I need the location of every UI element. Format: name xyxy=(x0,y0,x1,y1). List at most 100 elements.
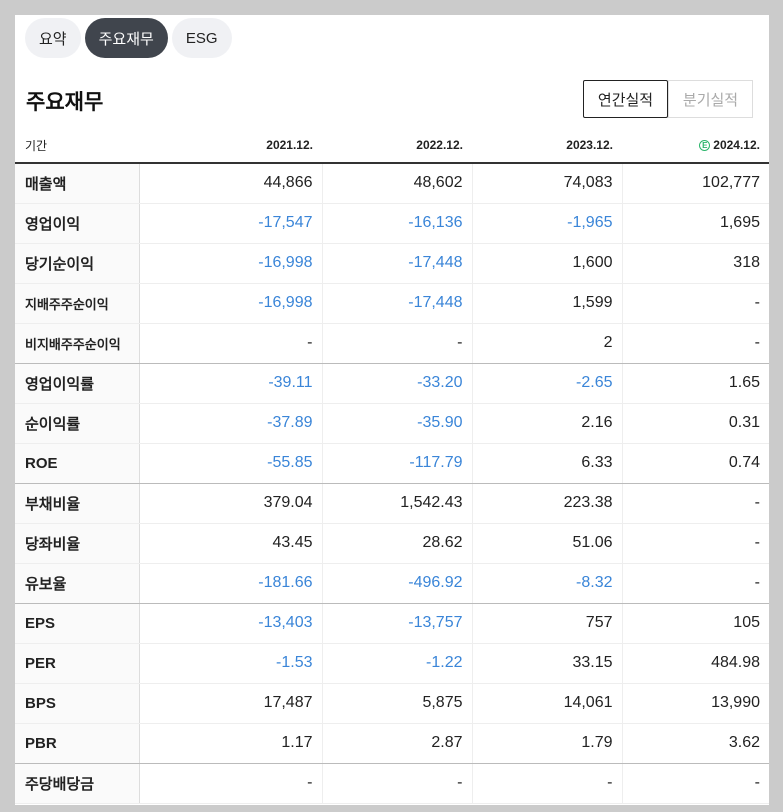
table-cell: -496.92 xyxy=(321,563,472,604)
table-cell: - xyxy=(321,763,472,804)
column-header-label: 2024.12. xyxy=(713,138,760,152)
table-cell: 0.31 xyxy=(621,403,769,444)
row-label: EPS xyxy=(15,603,140,644)
table-cell: 2 xyxy=(471,323,622,364)
column-header: 2022.12. xyxy=(322,128,472,164)
row-label: 유보율 xyxy=(15,563,140,604)
table-cell: 1,542.43 xyxy=(321,483,472,524)
quarterly-button[interactable]: 분기실적 xyxy=(668,80,753,118)
row-label: 순이익률 xyxy=(15,403,140,444)
table-cell: 1,599 xyxy=(471,283,622,324)
table-cell: -16,998 xyxy=(138,283,322,324)
table-row: PER -1.53 -1.22 33.15 484.98 xyxy=(15,643,769,684)
column-header: 2023.12. xyxy=(472,128,622,164)
table-cell: 43.45 xyxy=(138,523,322,564)
row-label: BPS xyxy=(15,683,140,724)
table-cell: - xyxy=(471,763,622,804)
row-label: 주당배당금 xyxy=(15,763,140,804)
table-cell: -1.53 xyxy=(138,643,322,684)
tab-summary[interactable]: 요약 xyxy=(25,18,81,58)
table-cell: 6.33 xyxy=(471,443,622,484)
period-toggle: 연간실적 분기실적 xyxy=(583,80,753,118)
table-cell: - xyxy=(321,323,472,364)
table-cell: - xyxy=(621,763,769,804)
table-cell: 105 xyxy=(621,603,769,644)
table-row: 주당배당금 - - - - xyxy=(15,763,769,804)
row-label: 지배주주순이익 xyxy=(15,283,140,324)
table-row: 지배주주순이익 -16,998 -17,448 1,599- xyxy=(15,283,769,324)
table-cell: 2.16 xyxy=(471,403,622,444)
table-cell: 379.04 xyxy=(138,483,322,524)
table-cell: 1.65 xyxy=(621,363,769,404)
table-cell: - xyxy=(138,763,322,804)
table-row: 매출액 44,866 48,602 74,083 102,777 xyxy=(15,163,769,204)
table-row: 당기순이익 -16,998 -17,448 1,600 318 xyxy=(15,243,769,284)
table-cell: 51.06 xyxy=(471,523,622,564)
table-cell: -35.90 xyxy=(321,403,472,444)
table-cell: - xyxy=(621,523,769,564)
table-cell: 223.38 xyxy=(471,483,622,524)
table-row: 당좌비율 43.45 28.62 51.06- xyxy=(15,523,769,564)
table-cell: 14,061 xyxy=(471,683,622,724)
financials-panel: 요약 주요재무 ESG 주요재무 연간실적 분기실적 기간 2021.12. 2… xyxy=(15,15,769,805)
table-cell: - xyxy=(621,283,769,324)
table-cell: - xyxy=(621,483,769,524)
column-header-estimate: E 2024.12. xyxy=(622,128,769,164)
table-cell: 28.62 xyxy=(321,523,472,564)
table-cell: - xyxy=(138,323,322,364)
table-cell: -33.20 xyxy=(321,363,472,404)
row-label: PER xyxy=(15,643,140,684)
row-label: 당기순이익 xyxy=(15,243,140,284)
table-cell: -16,136 xyxy=(321,203,472,244)
table-cell: 33.15 xyxy=(471,643,622,684)
table-cell: 17,487 xyxy=(138,683,322,724)
table-cell: 757 xyxy=(471,603,622,644)
table-cell: 74,083 xyxy=(471,163,622,204)
table-cell: -39.11 xyxy=(138,363,322,404)
row-label: 영업이익률 xyxy=(15,363,140,404)
table-row: 순이익률 -37.89 -35.90 2.16 0.31 xyxy=(15,403,769,444)
table-cell: 1,695 xyxy=(621,203,769,244)
tab-financials[interactable]: 주요재무 xyxy=(84,18,168,58)
table-cell: -37.89 xyxy=(138,403,322,444)
table-cell: 5,875 xyxy=(321,683,472,724)
table-cell: 484.98 xyxy=(621,643,769,684)
table-cell: 102,777 xyxy=(621,163,769,204)
row-label: 당좌비율 xyxy=(15,523,140,564)
table-cell: -13,403 xyxy=(138,603,322,644)
table-row: 부채비율 379.04 1,542.43 223.38- xyxy=(15,483,769,524)
table-cell: -2.65 xyxy=(471,363,622,404)
table-header: 기간 2021.12. 2022.12. 2023.12. E 2024.12. xyxy=(15,128,769,164)
table-cell: -16,998 xyxy=(138,243,322,284)
table-cell: -1,965 xyxy=(471,203,622,244)
table-row: 영업이익 -17,547 -16,136 -1,965 1,695 xyxy=(15,203,769,244)
table-cell: -13,757 xyxy=(321,603,472,644)
table-cell: -181.66 xyxy=(138,563,322,604)
section-title: 주요재무 xyxy=(26,91,104,114)
table-cell: 1,600 xyxy=(471,243,622,284)
table-cell: -117.79 xyxy=(321,443,472,484)
table-cell: - xyxy=(621,563,769,604)
period-header: 기간 xyxy=(15,128,139,164)
annual-button[interactable]: 연간실적 xyxy=(583,80,668,118)
table-cell: 48,602 xyxy=(321,163,472,204)
table-cell: -55.85 xyxy=(138,443,322,484)
table-cell: - xyxy=(621,323,769,364)
table-row: EPS -13,403 -13,757 757 105 xyxy=(15,603,769,644)
table-row: 비지배주주순이익 - -2- xyxy=(15,323,769,364)
row-label: 매출액 xyxy=(15,163,140,204)
table-cell: 1.17 xyxy=(138,723,322,764)
table-cell: -1.22 xyxy=(321,643,472,684)
table-row: PBR 1.17 2.87 1.79 3.62 xyxy=(15,723,769,764)
table-row: 유보율 -181.66 -496.92 -8.32- xyxy=(15,563,769,604)
row-label: 비지배주주순이익 xyxy=(15,323,140,364)
tab-esg[interactable]: ESG xyxy=(171,18,232,58)
table-cell: -17,547 xyxy=(138,203,322,244)
estimate-icon: E xyxy=(699,140,711,151)
table-cell: -8.32 xyxy=(471,563,622,604)
row-label: 영업이익 xyxy=(15,203,140,244)
table-row: BPS 17,487 5,875 14,061 13,990 xyxy=(15,683,769,724)
table-cell: 44,866 xyxy=(138,163,322,204)
table-cell: 1.79 xyxy=(471,723,622,764)
table-cell: -17,448 xyxy=(321,283,472,324)
